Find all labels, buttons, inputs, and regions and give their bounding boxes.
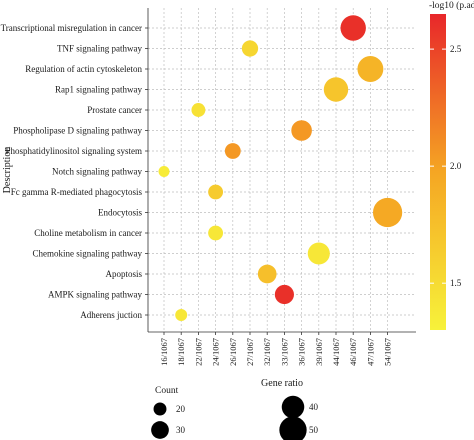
color-bar-tick-label: 2.5	[450, 44, 462, 54]
x-tick-label: 22/1067	[193, 338, 203, 366]
data-point	[340, 15, 366, 41]
size-legend: Count 20 30 40 50	[151, 386, 319, 440]
data-point	[372, 197, 403, 228]
x-tick-label: 47/1067	[365, 338, 375, 366]
size-legend-label: 40	[309, 402, 319, 412]
data-point	[307, 242, 330, 265]
data-point	[323, 77, 349, 102]
y-tick-label: Adherens juction	[80, 310, 142, 320]
color-legend-title: -log10 (p.adj)	[429, 0, 474, 11]
y-tick-label: Phosphatidylinositol signaling system	[5, 146, 142, 156]
axes	[147, 8, 416, 333]
color-bar-tick-label: 1.5	[450, 278, 462, 288]
y-tick-label: TNF signaling pathway	[57, 44, 142, 54]
y-tick-label: Prostate cancer	[87, 105, 142, 115]
y-tick-label: Fc gamma R-mediated phagocytosis	[11, 187, 143, 197]
data-point	[357, 56, 384, 82]
y-tick-label: Rap1 signaling pathway	[55, 85, 142, 95]
y-tick-label: Notch signaling pathway	[52, 167, 142, 177]
x-tick-label: 44/1067	[331, 338, 341, 366]
y-tick-labels: Transcriptional misregulation in cancer T…	[1, 23, 148, 320]
x-tick-labels: 16/1067 18/1067 22/1067 24/1067 26/1067 27/10…	[159, 332, 393, 366]
size-legend-marker	[151, 421, 169, 439]
data-point	[241, 40, 259, 57]
y-tick-label: Regulation of actin cytoskeleton	[25, 64, 142, 74]
size-legend-label: 20	[176, 404, 186, 414]
x-tick-label: 26/1067	[228, 338, 238, 366]
x-tick-label: 39/1067	[314, 338, 324, 366]
size-legend-marker	[281, 395, 305, 419]
data-points	[158, 15, 403, 321]
data-point	[274, 284, 294, 305]
x-tick-label: 32/1067	[262, 338, 272, 366]
y-tick-label: Chemokine signaling pathway	[33, 249, 143, 259]
y-tick-label: Phospholipase D signaling pathway	[13, 126, 142, 136]
x-tick-label: 46/1067	[348, 338, 358, 366]
y-tick-label: Choline metabolism in cancer	[34, 228, 142, 238]
data-point	[291, 120, 312, 141]
y-tick-label: AMPK signaling pathway	[48, 290, 142, 300]
x-tick-label: 24/1067	[211, 338, 221, 366]
data-point	[158, 166, 170, 177]
color-bar-ticks: 1.5 2.0 2.5	[430, 44, 462, 288]
data-point	[175, 309, 188, 321]
size-legend-marker	[153, 402, 167, 416]
data-point	[257, 264, 277, 284]
size-legend-marker	[279, 416, 307, 440]
grid-lines	[148, 8, 416, 332]
data-point	[208, 225, 224, 241]
size-legend-title: Count	[155, 386, 179, 396]
plot-panel	[148, 8, 416, 332]
x-tick-label: 27/1067	[245, 338, 255, 366]
x-axis-title: Gene ratio	[261, 378, 303, 389]
color-bar	[430, 14, 446, 330]
x-tick-label: 33/1067	[279, 338, 289, 366]
x-tick-label: 18/1067	[176, 338, 186, 366]
size-legend-label: 50	[309, 425, 319, 435]
x-tick-label: 36/1067	[297, 338, 307, 366]
data-point	[208, 184, 224, 200]
y-tick-label: Endocytosis	[98, 208, 142, 218]
color-bar-tick-label: 2.0	[450, 161, 462, 171]
data-point	[224, 143, 241, 159]
x-tick-label: 16/1067	[159, 338, 169, 366]
color-legend: -log10 (p.adj) 1.5 2.0 2.5	[429, 0, 474, 330]
y-tick-label: Transcriptional misregulation in cancer	[1, 23, 142, 33]
data-point	[191, 103, 206, 117]
y-axis-title: Description	[2, 147, 13, 194]
y-tick-label: Apoptosis	[105, 269, 142, 279]
size-legend-label: 30	[176, 425, 186, 435]
x-tick-label: 54/1067	[383, 338, 393, 366]
